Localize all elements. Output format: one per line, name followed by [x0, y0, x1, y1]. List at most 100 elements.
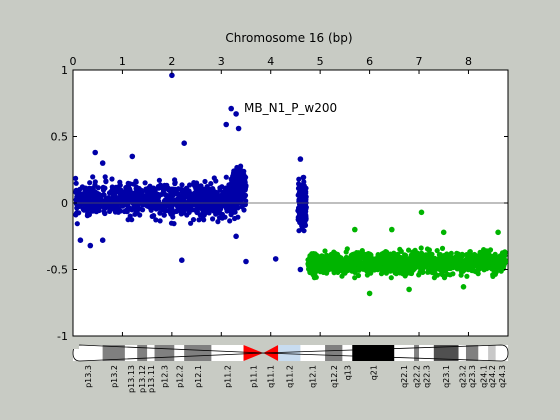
- band-q23.1: [433, 345, 459, 361]
- data-point: [364, 261, 370, 267]
- data-point: [406, 247, 412, 253]
- data-point: [307, 269, 313, 276]
- data-point: [187, 182, 193, 188]
- data-point: [156, 185, 162, 191]
- data-point: [301, 179, 307, 185]
- data-point: [90, 174, 96, 180]
- data-point: [134, 196, 140, 202]
- data-point: [417, 256, 423, 262]
- data-point: [426, 247, 432, 253]
- outlier-point: [233, 111, 239, 117]
- data-point: [74, 205, 80, 211]
- data-point: [300, 174, 306, 181]
- data-point: [465, 267, 471, 273]
- data-point: [232, 181, 238, 187]
- outlier-point: [243, 258, 249, 265]
- outlier-point: [129, 153, 136, 160]
- data-point: [74, 194, 80, 200]
- band-p12.2: [174, 345, 185, 361]
- data-point: [92, 179, 98, 185]
- outlier-point: [87, 242, 94, 249]
- band-q24.2: [488, 345, 496, 361]
- band-q13: [342, 345, 353, 361]
- data-point: [471, 262, 478, 268]
- data-point: [107, 208, 113, 214]
- data-point: [131, 181, 137, 187]
- x-tick-label: 5: [317, 55, 324, 68]
- outlier-point: [223, 121, 229, 128]
- data-point: [140, 196, 146, 203]
- band-label: p11.1: [249, 365, 258, 388]
- data-point: [233, 205, 239, 211]
- data-point: [203, 188, 209, 194]
- data-point: [170, 214, 176, 220]
- data-point: [117, 182, 123, 188]
- data-point: [183, 190, 189, 196]
- data-point: [328, 262, 334, 268]
- band-label: q22.3: [422, 365, 431, 388]
- data-point: [118, 201, 124, 207]
- data-point: [335, 269, 341, 275]
- data-point: [415, 261, 421, 268]
- data-point: [213, 211, 219, 217]
- outlier-point: [297, 266, 304, 273]
- data-point: [78, 191, 84, 197]
- x-axis: 0 1 2 3 4 5 6 7 8: [70, 55, 472, 336]
- data-point: [358, 255, 364, 261]
- outlier-point: [77, 237, 84, 243]
- data-point: [426, 259, 432, 265]
- data-point: [301, 183, 307, 189]
- data-point: [446, 265, 452, 271]
- data-point: [175, 191, 182, 197]
- data-point: [226, 207, 232, 214]
- data-point: [297, 190, 304, 197]
- data-point: [342, 258, 348, 264]
- outlier-point: [181, 140, 187, 146]
- x-tick-label: 7: [416, 55, 423, 68]
- band-q23.3: [465, 345, 479, 361]
- data-point: [337, 265, 343, 271]
- data-point: [439, 272, 445, 278]
- data-point: [230, 195, 236, 201]
- data-point: [295, 217, 301, 223]
- data-point: [193, 186, 199, 192]
- data-point: [222, 186, 229, 192]
- data-point: [300, 213, 306, 219]
- data-point: [84, 207, 90, 213]
- data-point: [345, 267, 351, 273]
- band-p13.13: [124, 345, 138, 361]
- data-point: [102, 210, 108, 216]
- data-point: [331, 249, 337, 255]
- data-point: [235, 214, 241, 220]
- data-point: [144, 203, 150, 209]
- data-point: [483, 259, 489, 265]
- data-point: [234, 177, 240, 183]
- band-p13.3: [73, 345, 103, 361]
- data-point: [296, 176, 302, 182]
- outlier-point: [179, 257, 185, 264]
- data-point: [325, 267, 331, 274]
- data-point: [137, 212, 143, 218]
- data-point: [220, 202, 226, 208]
- data-point: [114, 195, 120, 201]
- data-point: [412, 266, 418, 272]
- data-point: [132, 211, 138, 217]
- y-tick-label: 0: [61, 197, 68, 210]
- data-point: [73, 180, 79, 186]
- data-point: [349, 267, 355, 273]
- data-point: [404, 268, 410, 274]
- data-point: [408, 252, 414, 258]
- band-label: q13: [343, 365, 352, 380]
- data-point: [453, 260, 459, 266]
- x-tick-label: 2: [168, 55, 175, 68]
- data-point: [487, 247, 494, 253]
- data-point: [300, 206, 306, 212]
- band-q11.2: [278, 345, 301, 361]
- data-point: [308, 256, 314, 262]
- data-point: [142, 180, 148, 186]
- data-point: [383, 261, 389, 267]
- data-point: [191, 180, 197, 186]
- data-point: [143, 186, 149, 192]
- data-point: [167, 193, 173, 199]
- data-point: [409, 262, 415, 268]
